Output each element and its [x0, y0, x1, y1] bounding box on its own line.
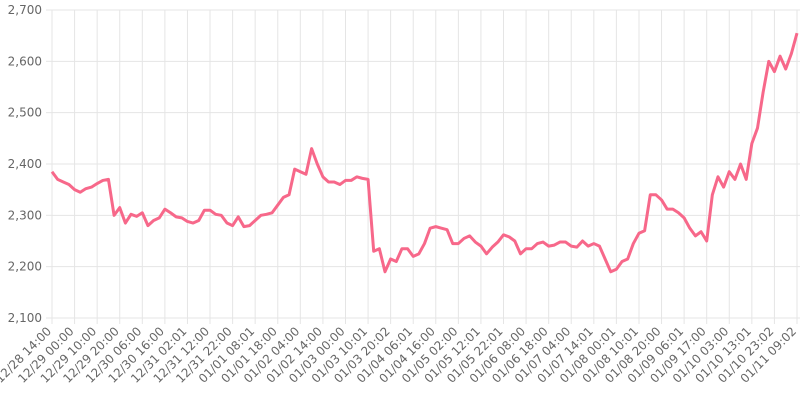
y-tick-label: 2,400 [8, 157, 42, 171]
line [50, 32, 799, 274]
y-tick-label: 2,600 [8, 54, 42, 68]
y-tick-label: 2,500 [8, 106, 42, 120]
y-tick-label: 2,200 [8, 260, 42, 274]
y-tick-label: 2,100 [8, 311, 42, 325]
y-tick-label: 2,300 [8, 208, 42, 222]
y-tick-label: 2,700 [8, 3, 42, 17]
